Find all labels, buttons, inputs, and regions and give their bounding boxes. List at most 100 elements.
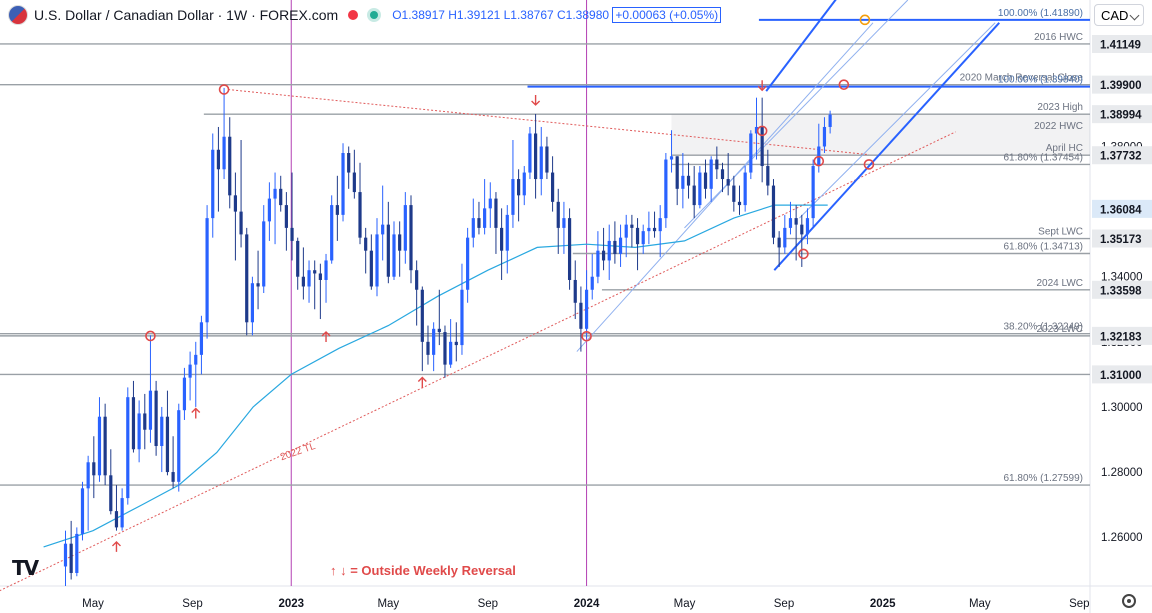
price-label: 1.33598 <box>1100 285 1142 297</box>
pivot-circle-marker <box>838 79 850 90</box>
candle-body <box>766 166 770 186</box>
candle-body <box>256 283 260 287</box>
fib-target-label: 100.00% (1.41890) <box>998 8 1083 19</box>
price-label-box <box>1092 75 1152 94</box>
time-tick-label: May <box>969 598 991 610</box>
candle-body <box>669 156 674 160</box>
time-tick-label: Sep <box>478 598 498 610</box>
price-label: 1.32183 <box>1100 331 1142 343</box>
candle-body <box>550 172 555 202</box>
price-label: 1.37732 <box>1100 151 1142 163</box>
price-tick-label: 1.26000 <box>1101 532 1143 544</box>
candle-body <box>726 179 730 186</box>
candle-body <box>273 188 277 199</box>
candle-body <box>715 159 719 170</box>
candle-body <box>307 270 311 287</box>
candle-body <box>505 214 509 251</box>
candle-body <box>494 198 498 228</box>
price-label: 1.39900 <box>1100 80 1142 92</box>
pivot-circle-marker <box>218 84 230 95</box>
pivot-circle-marker <box>863 159 875 170</box>
candle-body <box>709 159 713 189</box>
level-label: 2022 HWC <box>1034 121 1083 132</box>
candle-body <box>358 192 362 238</box>
candle-body <box>109 475 113 512</box>
candle-body <box>664 159 668 219</box>
candle-body <box>681 175 685 189</box>
candle-body <box>562 218 566 228</box>
candle-body <box>449 341 453 365</box>
price-label: 1.41149 <box>1100 39 1141 51</box>
candle-body <box>279 188 283 206</box>
reversal-arrow-path <box>757 80 767 92</box>
candle-body <box>386 224 390 277</box>
candle-body <box>409 205 413 271</box>
candle-body <box>228 136 232 196</box>
candle-body <box>347 153 351 173</box>
time-tick-label: Sep <box>182 598 202 610</box>
candle-body <box>432 328 436 355</box>
candle-body <box>483 208 487 228</box>
currency-select[interactable]: CAD <box>1094 4 1144 26</box>
currency-value: CAD <box>1101 7 1129 23</box>
candle-body <box>800 224 804 235</box>
candle-body <box>86 462 90 489</box>
reversal-arrow-path <box>111 540 121 552</box>
channel-line <box>773 22 1000 271</box>
price-tick-label: 1.30000 <box>1101 402 1143 414</box>
candle-body <box>369 250 373 287</box>
candle-body <box>182 377 187 411</box>
candle-body <box>760 126 764 167</box>
candle-body <box>618 237 623 254</box>
candle-body <box>500 227 504 251</box>
candle-body <box>199 322 204 355</box>
candle-body <box>296 240 300 277</box>
time-tick-label: Sep <box>1069 598 1089 610</box>
price-label-box <box>1092 146 1152 165</box>
candle-body <box>771 185 776 238</box>
price-label-box <box>1092 229 1152 248</box>
level-label: 38.20% (1.32249) <box>1003 322 1083 333</box>
reversal-up-arrow <box>191 407 201 419</box>
candle-body <box>635 227 640 245</box>
candle-body <box>318 273 322 280</box>
reversal-arrow-path <box>531 94 541 106</box>
candle-body <box>103 416 107 476</box>
level-label: 2016 HWC <box>1034 32 1083 43</box>
candle-body <box>641 231 645 245</box>
symbol-title[interactable]: U.S. Dollar / Canadian Dollar · 1W · FOR… <box>34 7 339 23</box>
tradingview-logo-icon[interactable]: TV <box>12 556 39 580</box>
live-indicator-icon <box>370 11 379 19</box>
level-label: 61.80% (1.37454) <box>1003 152 1083 163</box>
candle-body <box>313 270 317 274</box>
candle-body <box>211 149 215 219</box>
candle-body <box>607 240 611 261</box>
candle-body <box>205 218 209 323</box>
candle-body <box>222 136 226 170</box>
price-label: 1.35173 <box>1100 234 1142 246</box>
candle-body <box>828 114 832 127</box>
gear-icon[interactable] <box>1122 594 1136 608</box>
candle-body <box>533 133 538 180</box>
chart-header: U.S. Dollar / Canadian Dollar · 1W · FOR… <box>0 0 1090 30</box>
candle-body <box>398 234 402 251</box>
candle-body <box>783 227 787 248</box>
candle-body <box>216 149 221 170</box>
candle-body <box>658 218 662 232</box>
candle-body <box>126 397 130 499</box>
price-label-box <box>1092 199 1152 218</box>
chevron-down-icon <box>1129 10 1140 21</box>
candle-body <box>737 201 742 206</box>
level-label: 61.80% (1.27599) <box>1003 473 1083 484</box>
candle-body <box>233 195 238 212</box>
price-label-box <box>1092 326 1152 345</box>
candle-body <box>75 533 79 573</box>
candle-body <box>630 224 634 228</box>
candle-body <box>777 237 781 248</box>
reversal-down-arrow <box>531 94 541 106</box>
candle-body <box>335 205 339 215</box>
candle-body <box>403 205 407 251</box>
level-label: April HC <box>1046 143 1083 154</box>
